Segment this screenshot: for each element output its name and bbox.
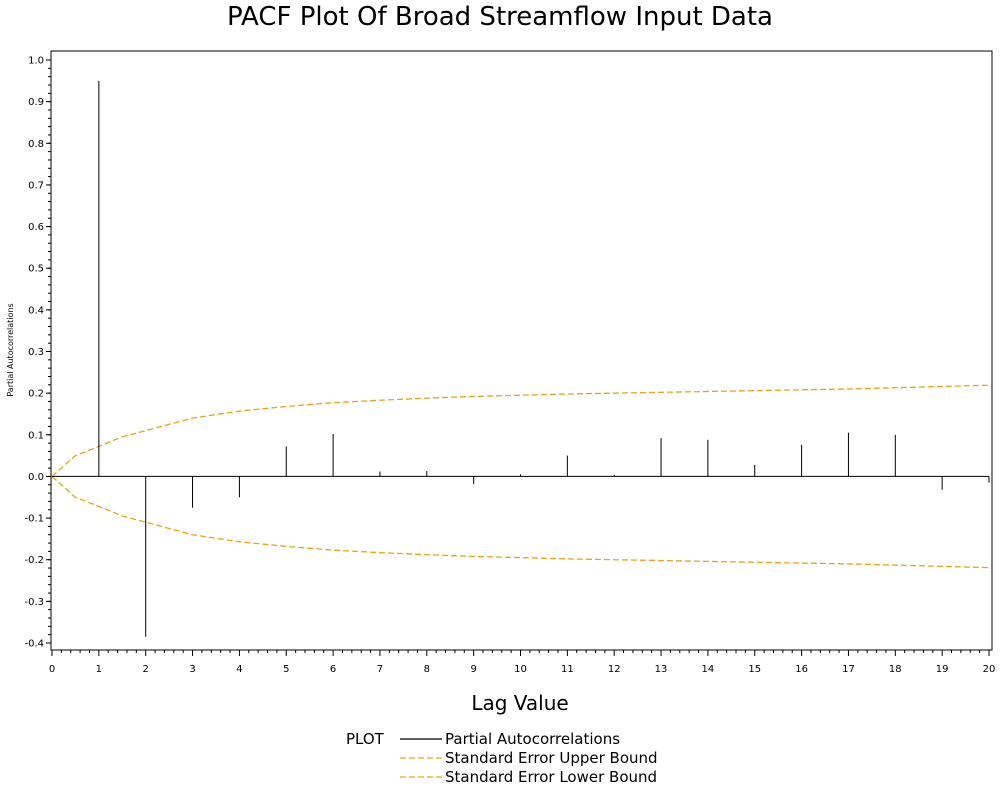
x-tick-label: 6 <box>330 664 336 675</box>
bound-line <box>51 384 990 477</box>
y-tick-label: -0.1 <box>24 514 44 525</box>
x-tick-label: 13 <box>655 664 668 675</box>
x-tick-label: 12 <box>608 664 621 675</box>
y-tick-label: 0.9 <box>28 97 44 108</box>
y-tick-label: 0.7 <box>28 180 44 191</box>
legend-label: Standard Error Lower Bound <box>445 768 657 786</box>
y-tick-label: 0.1 <box>28 430 44 441</box>
x-tick-label: 10 <box>514 664 527 675</box>
x-axis: 0 1 2 3 4 5 6 7 8 9 10 11 12 13 14 15 16 17 18 19 20 <box>49 650 996 675</box>
y-tick-label: 1.0 <box>28 56 44 67</box>
x-tick-label: 7 <box>377 664 383 675</box>
x-tick-label: 5 <box>283 664 289 675</box>
x-axis-label: Lag Value <box>471 691 568 715</box>
x-tick-label: 0 <box>49 664 55 675</box>
x-tick-label: 9 <box>470 664 476 675</box>
x-tick-label: 8 <box>424 664 430 675</box>
y-tick-label: 0.5 <box>28 264 44 275</box>
x-tick-label: 1 <box>96 664 102 675</box>
y-axis-label: Partial Autocorrelations <box>6 303 15 396</box>
x-tick-label: 16 <box>795 664 808 675</box>
y-tick-label: 0.2 <box>28 389 44 400</box>
x-tick-label: 3 <box>189 664 195 675</box>
x-tick-label: 11 <box>561 664 574 675</box>
x-tick-label: 4 <box>236 664 242 675</box>
pacf-needles <box>98 80 990 637</box>
y-tick-label: -0.2 <box>24 555 44 566</box>
standard-error-bounds <box>51 384 990 569</box>
y-tick-label: 0.3 <box>28 347 44 358</box>
y-tick-label: 0.4 <box>28 305 44 316</box>
chart-title: PACF Plot Of Broad Streamflow Input Data <box>227 2 773 32</box>
x-tick-label: 15 <box>748 664 761 675</box>
y-tick-label: 0.6 <box>28 222 44 233</box>
legend-label: Standard Error Upper Bound <box>445 749 658 767</box>
x-tick-label: 19 <box>936 664 949 675</box>
legend-title: PLOT <box>346 730 385 748</box>
bound-line <box>51 475 990 569</box>
x-tick-label: 20 <box>983 664 996 675</box>
x-tick-label: 17 <box>842 664 855 675</box>
y-tick-label: 0.0 <box>28 472 44 483</box>
y-tick-label: -0.3 <box>24 597 44 608</box>
y-tick-label: 0.8 <box>28 139 44 150</box>
plot-frame <box>50 50 993 651</box>
y-tick-label: -0.4 <box>24 639 44 650</box>
y-axis: 1.0 0.9 0.8 0.7 0.6 0.5 0.4 0.3 0.2 0.1 0.0 -0.1 -0.… <box>24 56 51 650</box>
x-tick-label: 14 <box>702 664 715 675</box>
x-tick-label: 2 <box>143 664 149 675</box>
x-tick-label: 18 <box>889 664 902 675</box>
legend-label: Partial Autocorrelations <box>445 730 620 748</box>
